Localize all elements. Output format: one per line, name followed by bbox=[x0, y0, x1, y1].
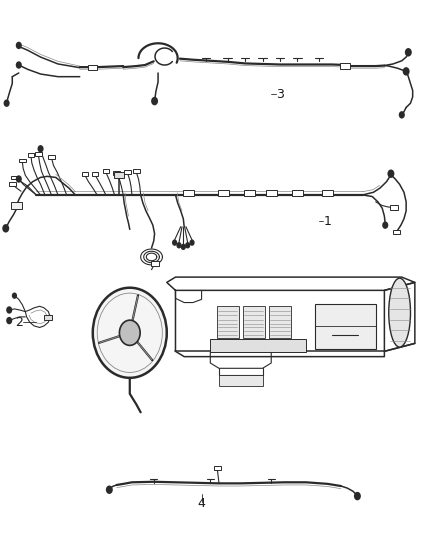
Bar bbox=[28, 154, 34, 157]
Circle shape bbox=[16, 175, 22, 183]
Circle shape bbox=[2, 224, 9, 232]
Text: 2: 2 bbox=[15, 316, 23, 329]
Bar bbox=[390, 205, 398, 209]
Bar bbox=[218, 190, 229, 196]
Circle shape bbox=[120, 320, 140, 345]
Bar bbox=[183, 190, 194, 196]
Bar bbox=[243, 306, 265, 338]
Bar bbox=[45, 315, 52, 320]
Circle shape bbox=[403, 67, 410, 76]
Circle shape bbox=[6, 306, 12, 314]
Circle shape bbox=[189, 239, 194, 246]
Bar bbox=[92, 172, 98, 175]
Circle shape bbox=[181, 244, 186, 250]
Circle shape bbox=[4, 100, 10, 107]
Bar bbox=[214, 466, 221, 470]
Circle shape bbox=[388, 169, 394, 178]
Bar bbox=[151, 262, 159, 266]
Bar bbox=[322, 190, 333, 196]
Ellipse shape bbox=[389, 278, 410, 347]
Bar bbox=[392, 230, 400, 235]
Text: 4: 4 bbox=[198, 497, 205, 510]
Bar bbox=[82, 172, 88, 176]
Text: 1: 1 bbox=[323, 215, 331, 228]
Bar bbox=[244, 190, 255, 196]
Bar bbox=[266, 190, 277, 196]
Circle shape bbox=[16, 42, 22, 49]
Bar bbox=[11, 202, 22, 209]
Circle shape bbox=[151, 97, 158, 106]
Circle shape bbox=[399, 111, 405, 118]
Text: 3: 3 bbox=[276, 87, 283, 101]
Bar bbox=[133, 169, 140, 173]
Bar bbox=[219, 375, 262, 386]
Circle shape bbox=[354, 492, 361, 500]
Circle shape bbox=[93, 288, 167, 378]
Bar bbox=[88, 65, 97, 70]
Bar bbox=[19, 159, 25, 163]
Bar bbox=[11, 175, 18, 179]
Bar bbox=[340, 63, 350, 69]
Bar bbox=[35, 152, 42, 156]
Bar bbox=[114, 172, 124, 178]
Circle shape bbox=[177, 242, 182, 248]
Bar bbox=[113, 171, 120, 174]
Bar bbox=[124, 170, 131, 174]
Bar bbox=[292, 190, 303, 196]
Bar bbox=[9, 182, 15, 187]
Bar bbox=[48, 155, 55, 159]
Circle shape bbox=[38, 145, 44, 152]
Bar bbox=[217, 306, 239, 338]
Circle shape bbox=[6, 317, 12, 324]
Bar bbox=[102, 169, 109, 173]
Circle shape bbox=[106, 486, 113, 494]
Circle shape bbox=[16, 61, 22, 69]
Bar bbox=[269, 306, 291, 338]
Bar bbox=[315, 304, 376, 349]
Circle shape bbox=[12, 293, 17, 299]
Circle shape bbox=[382, 221, 389, 229]
Circle shape bbox=[405, 48, 412, 56]
Circle shape bbox=[185, 242, 190, 248]
Bar bbox=[210, 339, 306, 352]
Circle shape bbox=[172, 239, 177, 246]
